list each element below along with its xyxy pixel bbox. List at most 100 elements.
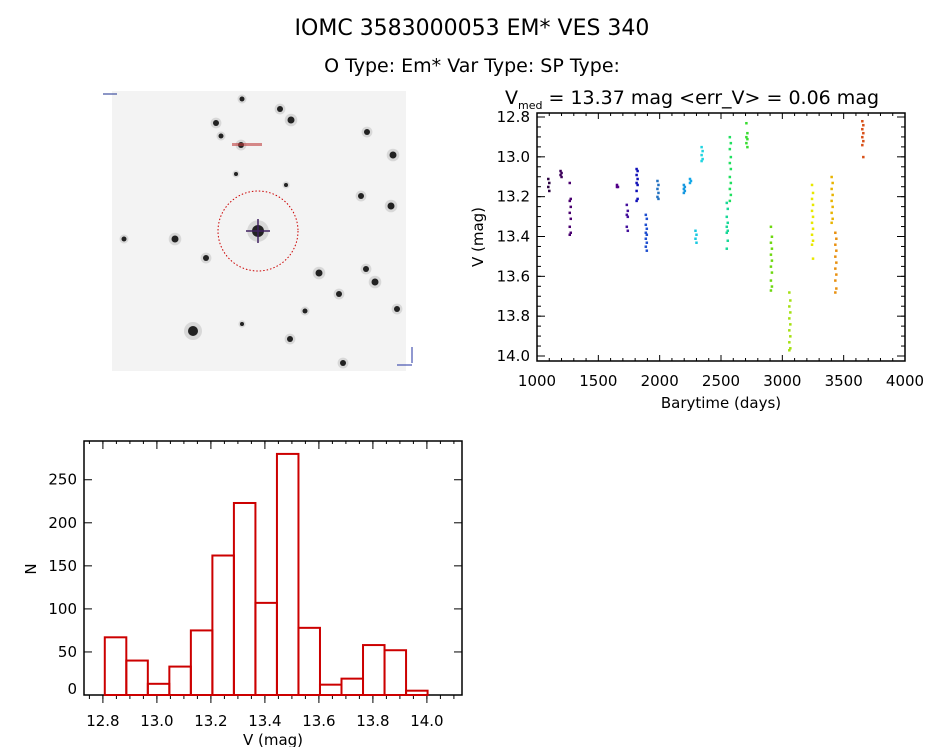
hist-bar [189, 629, 214, 696]
lc-point [689, 179, 693, 183]
star [287, 116, 295, 124]
lc-point [831, 205, 834, 209]
lc-point [834, 279, 837, 282]
lc-point [645, 249, 649, 252]
hist-xtick-label: 13.2 [194, 712, 227, 730]
star [277, 106, 283, 112]
lc-point [683, 185, 687, 189]
lc-point [770, 259, 774, 262]
lc-point [694, 237, 697, 240]
lc-point [811, 203, 815, 207]
hist-bar [254, 601, 278, 697]
star [121, 236, 127, 242]
lc-point [770, 285, 774, 288]
lc-point [830, 211, 833, 215]
lc-point [626, 209, 630, 213]
lc-point [862, 139, 865, 143]
neighbor-label [232, 143, 262, 146]
lc-point [694, 229, 697, 233]
hist-bar [146, 682, 171, 696]
hist-bar [318, 683, 343, 696]
lc-point [725, 225, 729, 229]
lc-point [688, 181, 692, 185]
star [363, 266, 369, 272]
lc-point [770, 247, 774, 250]
lc-point [769, 241, 773, 244]
lc-point [831, 217, 834, 221]
lc-point [770, 235, 774, 238]
lc-point [835, 287, 838, 290]
lc-point [700, 159, 703, 163]
lc-point [861, 143, 864, 147]
lc-point [645, 241, 649, 244]
lc-point [788, 291, 791, 294]
lc-point [695, 233, 698, 237]
lc-point [810, 221, 814, 225]
hist-xtick-label: 13.4 [248, 712, 281, 730]
star [387, 202, 395, 210]
hist-bar [103, 636, 128, 697]
image-label-top-left [103, 93, 117, 95]
hist-ytick-label: 0 [67, 680, 77, 698]
lc-point [729, 155, 733, 159]
lc-point [788, 329, 791, 332]
hist-ytick-label: 200 [48, 514, 77, 532]
lc-point [835, 261, 838, 264]
lc-xtick-label: 1500 [579, 372, 617, 390]
lc-point [834, 231, 837, 235]
lc-point [811, 227, 815, 231]
hist-xlabel: V (mag) [243, 731, 303, 747]
lc-point [810, 209, 814, 213]
lc-point [635, 173, 638, 177]
hist-xtick-label: 13.6 [302, 712, 335, 730]
lc-ytick-label: 13.6 [497, 267, 530, 285]
lc-point [834, 291, 837, 294]
lc-point [745, 121, 748, 125]
lc-point [725, 247, 729, 250]
hist-bar [405, 689, 429, 696]
lc-point [769, 253, 773, 256]
lc-point [568, 225, 572, 229]
lc-point [810, 183, 814, 187]
lc-ytick-label: 13.0 [497, 148, 530, 166]
lc-ytick-label: 13.2 [497, 188, 530, 206]
hist-bar [362, 644, 386, 697]
lc-xtick-label: 3500 [825, 372, 863, 390]
lc-point [789, 323, 792, 326]
lc-point [700, 145, 703, 149]
lc-ytick-label: 13.8 [497, 307, 530, 325]
star [302, 308, 308, 314]
lc-point [788, 317, 791, 320]
lc-point [728, 147, 732, 151]
star [287, 336, 293, 342]
lc-point [636, 183, 639, 187]
star [240, 322, 244, 326]
lc-point [635, 189, 638, 193]
lc-point [644, 231, 648, 235]
lc-point [810, 197, 814, 201]
lc-point [831, 193, 834, 197]
lc-ytick-label: 14.0 [497, 347, 530, 365]
hist-ytick-label: 50 [58, 643, 77, 661]
lc-point [548, 189, 551, 193]
lc-point [811, 191, 815, 195]
lc-point [725, 231, 729, 235]
lc-ytick-label: 12.8 [497, 108, 530, 126]
lc-point [726, 239, 730, 242]
lc-point [682, 191, 686, 195]
star [218, 133, 224, 139]
lc-point [862, 123, 865, 127]
lc-point [645, 233, 649, 237]
lc-point [835, 237, 838, 240]
lc-xtick-label: 4000 [886, 372, 924, 390]
lc-point [656, 187, 659, 191]
lc-point [656, 195, 659, 199]
lc-point [657, 191, 660, 195]
lc-point [657, 183, 660, 187]
lc-point [861, 119, 864, 123]
lc-point [548, 181, 551, 185]
lc-point [746, 137, 749, 141]
hist-bar [340, 677, 365, 697]
lc-point [729, 167, 733, 171]
